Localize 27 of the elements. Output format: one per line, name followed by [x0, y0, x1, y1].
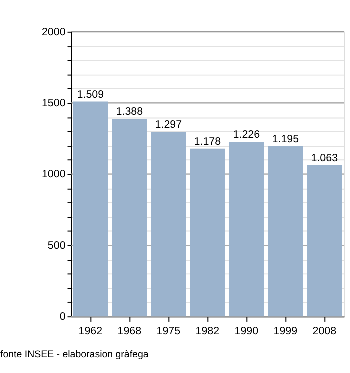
- bar: [229, 142, 264, 317]
- y-tick-label: 1500: [42, 98, 66, 110]
- x-tick-label: 1962: [78, 326, 103, 338]
- bar: [151, 132, 186, 317]
- x-tick-label: 1990: [234, 326, 259, 338]
- data-label: 1.063: [311, 152, 338, 164]
- y-tick-label: 1000: [42, 168, 66, 181]
- data-label: 1.388: [116, 106, 144, 118]
- bar: [268, 146, 304, 317]
- bar: [73, 102, 108, 317]
- x-tick-label: 1968: [118, 326, 142, 338]
- y-tick-label: 2000: [42, 26, 66, 38]
- x-tick-label: 2008: [312, 326, 337, 338]
- x-tick-label: 1982: [196, 326, 220, 338]
- data-label: 1.226: [233, 129, 260, 142]
- y-tick-label: 0: [60, 311, 66, 324]
- source-note: fonte INSEE - elaborasion gràfega: [0, 350, 150, 361]
- bar: [190, 148, 226, 317]
- data-label: 1.509: [77, 88, 104, 101]
- x-tick-label: 1975: [156, 326, 181, 338]
- data-label: 1.195: [272, 134, 300, 146]
- x-tick-label: 1999: [274, 326, 298, 338]
- data-label: 1.178: [194, 136, 222, 148]
- data-label: 1.297: [155, 119, 182, 132]
- bar: [112, 119, 148, 317]
- bar: [307, 165, 342, 317]
- y-tick-label: 500: [48, 240, 66, 252]
